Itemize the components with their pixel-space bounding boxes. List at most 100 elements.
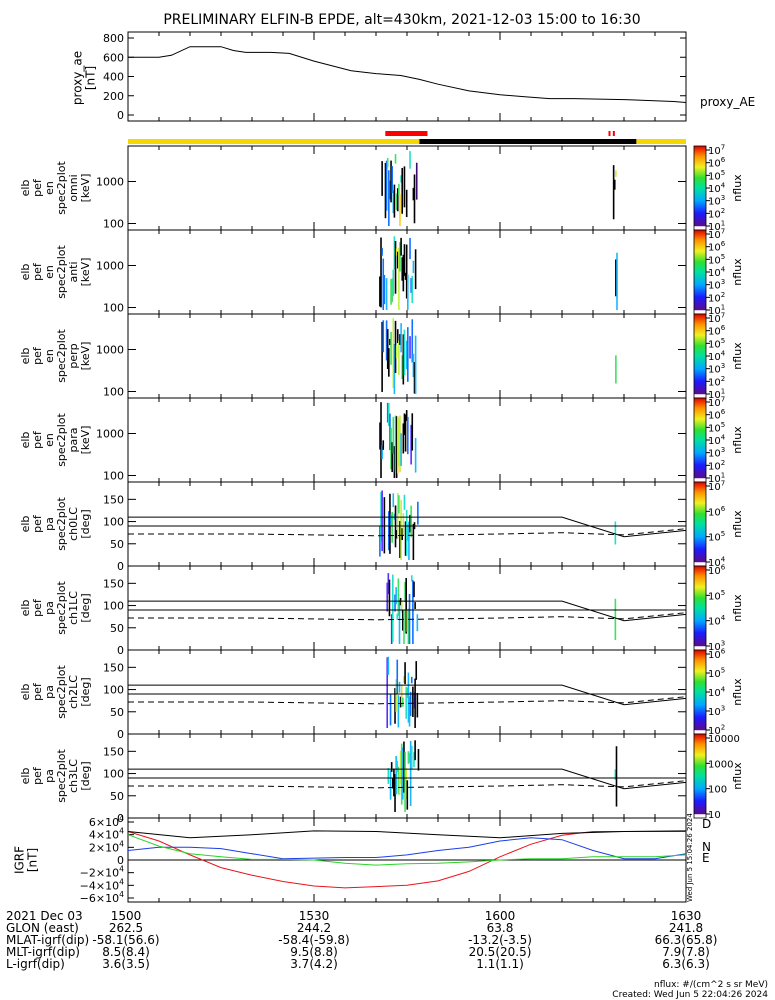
spectrogram-pixel	[398, 183, 400, 196]
axis-label-line: pa	[43, 769, 56, 783]
spectrogram-data	[381, 151, 418, 226]
spectrogram-pixel	[391, 574, 394, 642]
igrf-line-N	[127, 837, 687, 860]
spectrogram-pixel	[392, 493, 395, 508]
spectrogram-pixel	[390, 427, 392, 470]
spectrogram-data	[614, 521, 617, 545]
axis-label-line: elb	[19, 264, 32, 281]
spectrogram-pixel	[412, 686, 414, 717]
axis-label-line: omni	[67, 174, 80, 201]
spectrogram-pixel	[400, 743, 403, 805]
pa-panel-ch0LC: 150 100 50 0 elb pef pa spec2plot ch0LC [deg]	[19, 481, 687, 573]
spectrogram-data	[386, 573, 419, 644]
spectrogram-data	[379, 236, 417, 310]
colorbar-label: nflux	[731, 510, 744, 538]
spectrogram-pixel	[410, 745, 413, 769]
colorbar-tick-label: 105	[708, 530, 725, 544]
colorbar-strip	[693, 145, 707, 231]
spectrogram-pixel	[406, 780, 409, 810]
spectrogram-pixel	[412, 353, 415, 378]
spectrogram-pixel	[399, 194, 401, 226]
spectrogram-pixel	[398, 495, 400, 514]
status-day-segment	[636, 139, 686, 144]
colorbar-label-text: nflux	[731, 258, 744, 286]
colorbar-label: nflux	[731, 594, 744, 622]
spectrogram-pixel	[401, 167, 404, 214]
loss-cone-upper-line	[128, 516, 687, 538]
spectrogram-pixel	[394, 594, 396, 612]
spectrogram-pixel	[398, 599, 401, 644]
colorbar-label: nflux	[731, 762, 744, 790]
footer-cell: 66.3(65.8)	[655, 933, 718, 947]
spectrogram-pixel	[407, 327, 409, 382]
colorbar-7: 106 105 104 103 102 nflux	[693, 648, 744, 738]
y-tick-label: 150	[103, 661, 124, 674]
pa-panel-ylabel: elb pef pa spec2plot ch2LC [deg]	[19, 665, 92, 719]
spectrogram-pixel	[382, 258, 385, 310]
spectrogram-pixel	[404, 662, 406, 685]
igrf-line-D	[127, 831, 686, 889]
footer-cell: 20.5(20.5)	[469, 945, 532, 959]
spectrogram-pixel	[409, 336, 411, 359]
spectrogram-pixel	[414, 335, 417, 394]
spectrogram-pixel	[412, 260, 415, 274]
footer-cell: -58.4(-59.8)	[278, 933, 349, 947]
colorbar-label: nflux	[731, 342, 744, 370]
colorbar-strip	[693, 397, 707, 483]
spectrogram-pixel	[413, 752, 415, 768]
energy-panel-ylabel: elb pef en spec2plot perp [keV]	[19, 329, 92, 383]
colorbar-6: 106 105 104 103 nflux	[693, 564, 744, 653]
spectrogram-pixel	[399, 415, 401, 473]
axis-label-line: elb	[19, 600, 32, 617]
spectrogram-pixel	[399, 750, 402, 785]
science-zone-marker	[608, 131, 611, 136]
pa-panel-ch2LC: 150 100 50 0 elb pef pa spec2plot ch2LC [deg]	[19, 649, 687, 741]
y-tick-label: 50	[110, 706, 124, 719]
footer-cell: 63.8	[487, 921, 514, 935]
spectrogram-pixel	[398, 340, 400, 376]
spectrogram-pixel	[394, 415, 397, 472]
spectrogram-pixel	[395, 193, 398, 211]
axis-label-line: elb	[19, 432, 32, 449]
spectrogram-pixel	[385, 320, 388, 361]
y-tick-label: 100	[103, 385, 124, 398]
axis-label-line: elb	[19, 768, 32, 785]
spectrogram-pixel	[399, 696, 402, 708]
spectrogram-pixel	[405, 509, 408, 556]
y-tick-label: 0	[117, 728, 124, 741]
y-tick-label: 100	[103, 600, 124, 613]
loss-cone-dashed-line	[128, 612, 687, 621]
colorbar-8: 10000 1000 100 10 nflux	[693, 733, 744, 821]
axis-label-line: pef	[31, 766, 44, 785]
colorbar-tick-label: 102	[708, 724, 725, 738]
spectrogram-pixel	[402, 254, 405, 292]
y-tick-label: 100	[103, 469, 124, 482]
colorbars: 107106105104103102101nflux10710610510410…	[693, 144, 744, 821]
spectrogram-pixel	[403, 609, 405, 644]
spectrogram-pixel	[408, 696, 411, 727]
spectrogram-pixel	[396, 492, 399, 538]
spectrogram-pixel	[400, 601, 403, 613]
spectrogram-pixel	[405, 686, 407, 719]
axis-label-line: elb	[19, 180, 32, 197]
y-tick-label: 0	[117, 560, 124, 573]
plot-title: PRELIMINARY ELFIN-B EPDE, alt=430km, 202…	[163, 12, 640, 28]
spectrogram-data	[386, 656, 419, 728]
spectrogram-pixel	[382, 320, 385, 353]
y-tick-label: 0	[117, 854, 124, 867]
spectrogram-pixel	[400, 175, 402, 183]
footer-cell: 6.3(6.3)	[662, 957, 710, 971]
spectrogram-pixel	[396, 188, 399, 212]
y-tick-label: 2×104	[89, 839, 124, 854]
igrf-ylabel: IGRF [nT]	[13, 846, 40, 874]
colorbar-tick-label: 106	[708, 156, 726, 170]
y-tick-label: 600	[103, 51, 124, 64]
footer-cell: 241.8	[669, 921, 703, 935]
spectrogram-pixel	[405, 768, 407, 800]
spectrogram-pixel	[386, 582, 389, 612]
loss-cone-upper-line	[128, 600, 687, 622]
spectrogram-pixel	[398, 773, 401, 796]
spectrogram-pixel	[380, 402, 382, 478]
spectrogram-pixel	[391, 278, 393, 302]
